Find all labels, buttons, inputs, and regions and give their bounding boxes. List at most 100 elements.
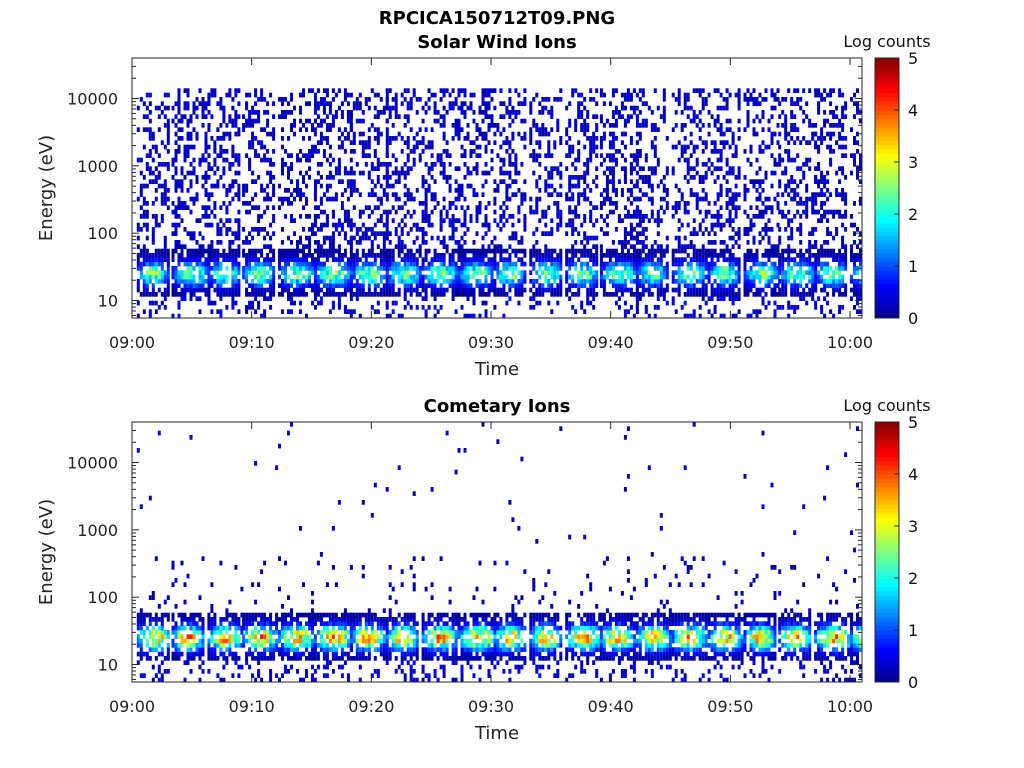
- heatmap-cell: [216, 253, 220, 258]
- heatmap-cell: [166, 283, 170, 288]
- heatmap-cell: [638, 257, 642, 262]
- heatmap-cell: [635, 153, 639, 158]
- heatmap-cell: [445, 140, 449, 145]
- heatmap-cell: [698, 92, 702, 98]
- heatmap-cell: [638, 136, 642, 141]
- heatmap-cell: [219, 101, 223, 106]
- heatmap-cell: [260, 261, 264, 267]
- heatmap-cell: [565, 257, 569, 262]
- heatmap-cell: [469, 153, 473, 158]
- heatmap-cell: [397, 253, 401, 258]
- heatmap-cell: [520, 283, 524, 288]
- heatmap-cell: [559, 279, 563, 284]
- heatmap-cell: [713, 270, 717, 275]
- heatmap-cell: [517, 300, 521, 306]
- heatmap-cell: [755, 188, 759, 193]
- heatmap-cell: [577, 179, 581, 184]
- heatmap-cell: [487, 123, 491, 128]
- heatmap-cell: [737, 118, 741, 124]
- heatmap-cell: [487, 244, 491, 249]
- heatmap-cell: [403, 253, 407, 258]
- heatmap-cell: [424, 110, 428, 115]
- heatmap-cell: [157, 222, 161, 228]
- heatmap-cell: [290, 214, 293, 219]
- heatmap-cell: [251, 179, 255, 184]
- heatmap-cell: [457, 270, 461, 275]
- heatmap-cell: [189, 144, 193, 150]
- heatmap-cell: [611, 140, 615, 145]
- heatmap-cell: [248, 123, 252, 128]
- heatmap-cell: [293, 253, 296, 258]
- heatmap-cell: [299, 270, 302, 275]
- heatmap-cell: [186, 123, 190, 128]
- heatmap-cell: [529, 153, 533, 158]
- heatmap-cell: [680, 279, 684, 284]
- heatmap-cell: [659, 253, 663, 258]
- heatmap-cell: [568, 153, 572, 158]
- heatmap-cell: [237, 196, 241, 202]
- heatmap-cell: [403, 183, 407, 189]
- heatmap-cell: [322, 292, 326, 297]
- heatmap-cell: [166, 253, 170, 258]
- heatmap-cell: [186, 279, 190, 284]
- heatmap-cell: [716, 287, 720, 293]
- heatmap-cell: [299, 235, 302, 241]
- heatmap-cell: [272, 183, 276, 189]
- heatmap-cell: [638, 279, 642, 284]
- heatmap-cell: [653, 127, 657, 132]
- heatmap-cell: [568, 144, 572, 150]
- heatmap-cell: [305, 257, 308, 262]
- heatmap-cell: [406, 157, 410, 163]
- heatmap-cell: [198, 231, 202, 236]
- heatmap-cell: [592, 114, 596, 119]
- heatmap-cell: [151, 144, 155, 150]
- heatmap-cell: [177, 305, 181, 310]
- heatmap-cell: [460, 279, 464, 284]
- heatmap-cell: [367, 270, 371, 275]
- heatmap-cell: [556, 257, 560, 262]
- heatmap-cell: [213, 300, 217, 306]
- heatmap-cell: [689, 266, 693, 271]
- heatmap-cell: [665, 192, 669, 197]
- heatmap-cell: [728, 292, 732, 297]
- heatmap-cell: [647, 105, 651, 111]
- heatmap-cell: [231, 283, 235, 288]
- heatmap-cell: [626, 274, 630, 280]
- heatmap-cell: [796, 274, 800, 280]
- heatmap-cell: [439, 253, 443, 258]
- heatmap-cell: [299, 192, 302, 197]
- heatmap-cell: [532, 305, 536, 310]
- heatmap-cell: [776, 266, 780, 271]
- heatmap-cell: [686, 274, 690, 280]
- heatmap-cell: [299, 110, 302, 115]
- heatmap-cell: [662, 196, 666, 202]
- heatmap-cell: [641, 261, 645, 267]
- heatmap-cell: [406, 114, 410, 119]
- heatmap-cell: [154, 274, 158, 280]
- heatmap-cell: [571, 227, 575, 232]
- heatmap-cell: [331, 287, 335, 293]
- heatmap-cell: [442, 257, 446, 262]
- heatmap-cell: [412, 257, 416, 262]
- heatmap-cell: [201, 248, 205, 254]
- heatmap-cell: [805, 101, 809, 106]
- heatmap-cell: [151, 300, 155, 306]
- heatmap-cell: [743, 231, 747, 236]
- heatmap-cell: [707, 270, 711, 275]
- heatmap-cell: [451, 261, 455, 267]
- heatmap-cell: [424, 179, 428, 184]
- heatmap-cell: [650, 279, 654, 284]
- heatmap-cell: [665, 205, 669, 210]
- heatmap-cell: [653, 274, 657, 280]
- heatmap-cell: [157, 127, 161, 132]
- heatmap-cell: [287, 110, 290, 115]
- heatmap-cell: [725, 162, 729, 167]
- heatmap-cell: [343, 309, 347, 314]
- heatmap-cell: [671, 270, 675, 275]
- heatmap-cell: [145, 227, 149, 232]
- heatmap-cell: [397, 287, 401, 293]
- heatmap-cell: [623, 253, 627, 258]
- heatmap-cell: [755, 270, 759, 275]
- heatmap-cell: [568, 118, 572, 124]
- heatmap-cell: [565, 248, 569, 254]
